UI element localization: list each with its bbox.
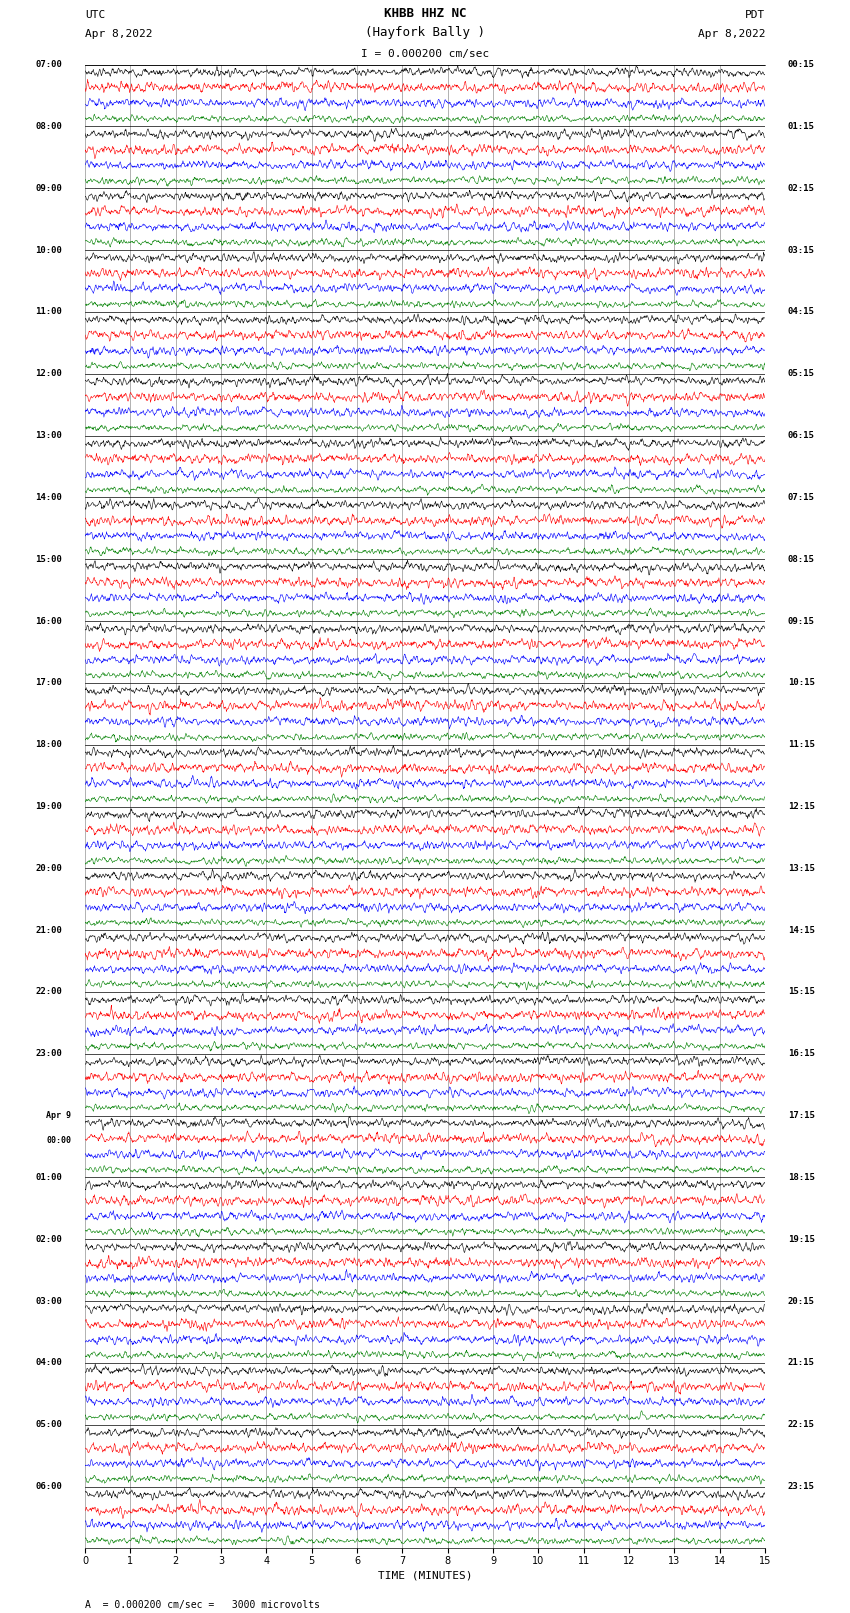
Text: 00:00: 00:00	[47, 1136, 71, 1145]
Text: 11:15: 11:15	[788, 740, 814, 748]
Text: 10:15: 10:15	[788, 679, 814, 687]
Text: 23:00: 23:00	[36, 1050, 62, 1058]
Text: 13:00: 13:00	[36, 431, 62, 440]
Text: 09:15: 09:15	[788, 616, 814, 626]
Text: 02:15: 02:15	[788, 184, 814, 192]
Text: 14:15: 14:15	[788, 926, 814, 934]
Text: A  = 0.000200 cm/sec =   3000 microvolts: A = 0.000200 cm/sec = 3000 microvolts	[85, 1600, 320, 1610]
Text: 18:15: 18:15	[788, 1173, 814, 1182]
Text: PDT: PDT	[745, 10, 765, 19]
Text: 03:15: 03:15	[788, 245, 814, 255]
Text: 19:00: 19:00	[36, 802, 62, 811]
X-axis label: TIME (MINUTES): TIME (MINUTES)	[377, 1571, 473, 1581]
Text: 14:00: 14:00	[36, 494, 62, 502]
Text: 07:00: 07:00	[36, 60, 62, 69]
Text: 21:00: 21:00	[36, 926, 62, 934]
Text: 04:15: 04:15	[788, 308, 814, 316]
Text: 05:15: 05:15	[788, 369, 814, 377]
Text: 20:00: 20:00	[36, 865, 62, 873]
Text: 15:00: 15:00	[36, 555, 62, 563]
Text: 09:00: 09:00	[36, 184, 62, 192]
Text: 05:00: 05:00	[36, 1421, 62, 1429]
Text: 11:00: 11:00	[36, 308, 62, 316]
Text: 02:00: 02:00	[36, 1236, 62, 1244]
Text: 17:00: 17:00	[36, 679, 62, 687]
Text: 23:15: 23:15	[788, 1482, 814, 1490]
Text: 06:15: 06:15	[788, 431, 814, 440]
Text: KHBB HHZ NC: KHBB HHZ NC	[383, 6, 467, 19]
Text: UTC: UTC	[85, 10, 105, 19]
Text: 00:15: 00:15	[788, 60, 814, 69]
Text: Apr 8,2022: Apr 8,2022	[85, 29, 152, 39]
Text: 08:15: 08:15	[788, 555, 814, 563]
Text: 18:00: 18:00	[36, 740, 62, 748]
Text: 16:00: 16:00	[36, 616, 62, 626]
Text: 22:15: 22:15	[788, 1421, 814, 1429]
Text: 21:15: 21:15	[788, 1358, 814, 1368]
Text: 12:00: 12:00	[36, 369, 62, 377]
Text: (Hayfork Bally ): (Hayfork Bally )	[365, 26, 485, 39]
Text: 04:00: 04:00	[36, 1358, 62, 1368]
Text: 20:15: 20:15	[788, 1297, 814, 1305]
Text: 19:15: 19:15	[788, 1236, 814, 1244]
Text: 08:00: 08:00	[36, 123, 62, 131]
Text: 15:15: 15:15	[788, 987, 814, 997]
Text: 06:00: 06:00	[36, 1482, 62, 1490]
Text: 01:00: 01:00	[36, 1173, 62, 1182]
Text: 10:00: 10:00	[36, 245, 62, 255]
Text: 13:15: 13:15	[788, 865, 814, 873]
Text: I = 0.000200 cm/sec: I = 0.000200 cm/sec	[361, 48, 489, 58]
Text: 12:15: 12:15	[788, 802, 814, 811]
Text: 03:00: 03:00	[36, 1297, 62, 1305]
Text: 22:00: 22:00	[36, 987, 62, 997]
Text: 17:15: 17:15	[788, 1111, 814, 1119]
Text: 01:15: 01:15	[788, 123, 814, 131]
Text: Apr 9: Apr 9	[47, 1111, 71, 1119]
Text: 16:15: 16:15	[788, 1050, 814, 1058]
Text: 07:15: 07:15	[788, 494, 814, 502]
Text: Apr 8,2022: Apr 8,2022	[698, 29, 765, 39]
